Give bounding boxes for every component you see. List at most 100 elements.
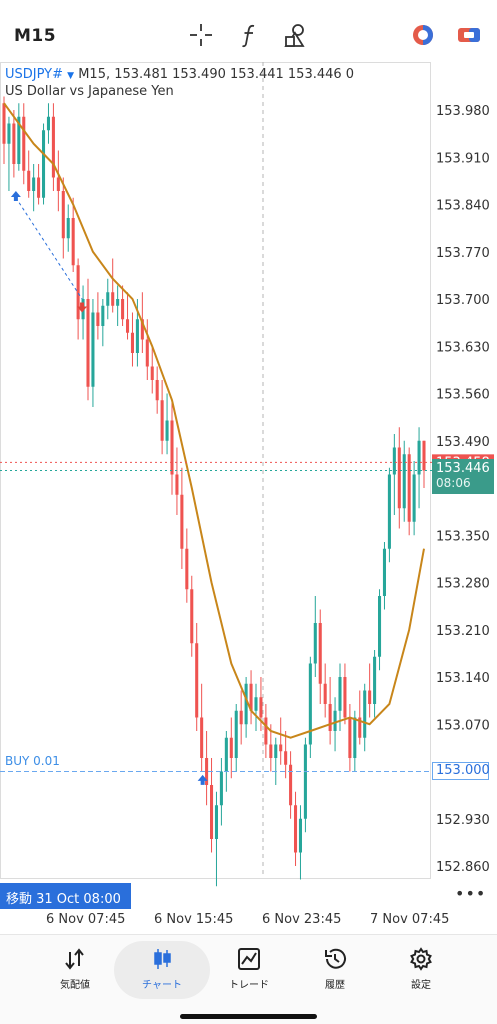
candle-body [32, 178, 35, 192]
price-axis-label: 153.630 [436, 340, 490, 355]
symbol-ohlc: M15, 153.481 153.490 153.441 153.446 0 [78, 67, 354, 82]
price-axis-label: 153.840 [436, 199, 490, 214]
candle-body [151, 367, 154, 381]
candle-body [136, 319, 139, 353]
candle-body [166, 421, 169, 441]
time-label: 7 Nov 07:45 [370, 912, 449, 927]
symbol-description: US Dollar vs Japanese Yen [5, 84, 174, 99]
symbol-header[interactable]: USDJPY# ▼ M15, 153.481 153.490 153.441 1… [5, 67, 354, 82]
bottom-navigation: 気配値 チャート トレード 履歴 設定 [0, 934, 497, 1024]
candle-body [378, 596, 381, 657]
candle-body [57, 178, 60, 192]
chevron-down-icon[interactable]: ▼ [67, 71, 74, 81]
nav-trade[interactable]: トレード [201, 941, 297, 999]
candle-body [422, 441, 425, 471]
candle-body [348, 718, 351, 759]
buy-arrow-icon [11, 191, 21, 201]
candle-body [121, 299, 124, 319]
time-label: 6 Nov 07:45 [46, 912, 125, 927]
crosshair-icon[interactable] [188, 22, 214, 48]
candle-body [62, 191, 65, 238]
account-toggle-icon[interactable] [410, 22, 436, 48]
price-axis-label: 153.210 [436, 624, 490, 639]
symbol-name[interactable]: USDJPY# [5, 67, 63, 82]
candle-body [299, 819, 302, 853]
buy-order-label[interactable]: BUY 0.01 [5, 754, 60, 768]
price-axis-label: 153.770 [436, 246, 490, 261]
candle-body [368, 691, 371, 705]
candle-body [27, 171, 30, 191]
candle-body [413, 475, 416, 522]
candle-body [334, 711, 337, 731]
nav-label: 気配値 [60, 976, 90, 991]
bar-countdown: 08:06 [436, 476, 490, 491]
candle-body [37, 178, 40, 198]
nav-chart[interactable]: チャート [114, 941, 210, 999]
nav-label: チャート [142, 976, 182, 991]
nav-settings[interactable]: 設定 [373, 941, 469, 999]
chart-area[interactable]: 153.458 153.980153.910153.840153.770153.… [0, 62, 497, 934]
objects-icon[interactable] [283, 22, 309, 48]
candle-body [383, 549, 386, 596]
candle-body [230, 738, 233, 758]
candle-body [338, 677, 341, 711]
timeframe-selector[interactable]: M15 [14, 26, 56, 46]
candle-body [259, 697, 262, 717]
candle-body [235, 711, 238, 758]
candlestick-chart[interactable]: 153.458 153.980153.910153.840153.770153.… [0, 62, 497, 934]
top-toolbar: M15 [0, 0, 497, 62]
candle-body [86, 299, 89, 387]
price-axis-label: 153.350 [436, 529, 490, 544]
candle-body [343, 677, 346, 718]
function-icon[interactable] [237, 22, 263, 48]
candle-body [22, 117, 25, 171]
price-axis-label: 153.070 [436, 718, 490, 733]
candle-body [67, 218, 70, 238]
price-axis-label: 152.860 [436, 860, 490, 875]
candle-body [96, 313, 99, 327]
candle-body [116, 299, 119, 306]
candle-body [131, 333, 134, 353]
candle-body [47, 117, 50, 131]
candle-body [269, 745, 272, 759]
candle-body [205, 758, 208, 785]
candle-body [264, 718, 267, 745]
nav-quotes[interactable]: 気配値 [27, 941, 123, 999]
nav-label: トレード [229, 976, 269, 991]
candle-body [408, 454, 411, 522]
candle-body [254, 697, 257, 711]
candle-body [220, 772, 223, 806]
candle-body [388, 475, 391, 549]
candle-body [91, 313, 94, 387]
candle-body [126, 319, 129, 333]
candle-body [289, 765, 292, 806]
candle-body [284, 751, 287, 765]
nav-label: 設定 [411, 976, 431, 991]
candle-body [373, 657, 376, 704]
home-indicator [180, 1014, 317, 1019]
candle-body [12, 124, 15, 165]
more-options-icon[interactable]: ••• [455, 884, 486, 903]
candle-body [156, 380, 159, 400]
nav-label: 履歴 [325, 976, 345, 991]
candle-body [240, 711, 243, 725]
settings-icon [408, 945, 434, 973]
candle-body [363, 691, 366, 738]
candle-body [101, 306, 104, 326]
candle-body [329, 704, 332, 731]
candle-body [353, 718, 356, 759]
nav-history[interactable]: 履歴 [287, 941, 383, 999]
candle-body [175, 475, 178, 495]
candle-body [210, 785, 213, 839]
candle-body [319, 623, 322, 684]
candle-body [200, 718, 203, 759]
candle-body [185, 549, 188, 590]
candle-body [304, 745, 307, 819]
candle-body [7, 124, 10, 144]
trade-icon [236, 945, 262, 973]
trade-panel-icon[interactable] [456, 22, 482, 48]
candle-body [215, 805, 218, 839]
candle-body [294, 805, 297, 852]
candle-body [398, 448, 401, 509]
time-label: 6 Nov 23:45 [262, 912, 341, 927]
